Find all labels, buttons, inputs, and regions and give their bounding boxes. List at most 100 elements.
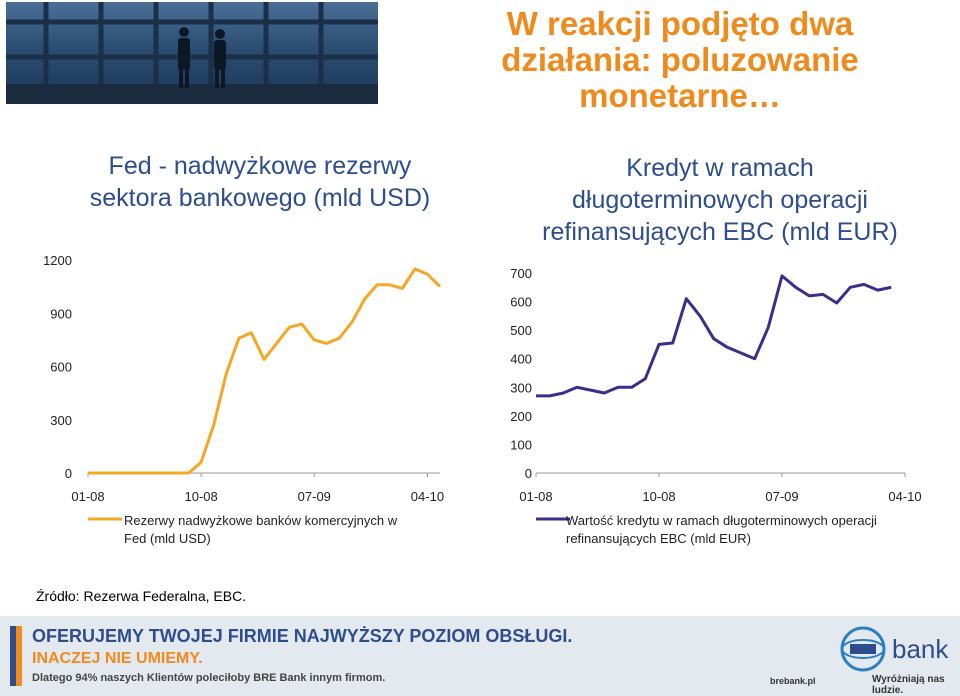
data-point	[87, 472, 90, 475]
x-tick-label: 07-09	[298, 489, 331, 504]
chart-title-line: Kredyt w ramach	[626, 154, 814, 182]
data-point	[338, 337, 341, 340]
data-point	[767, 326, 770, 329]
banner-headline: OFERUJEMY TWOJEJ FIRMIE NAJWYŻSZY POZIOM…	[32, 626, 573, 646]
data-point	[112, 472, 115, 475]
y-tick-label: 500	[510, 323, 532, 338]
data-point	[300, 322, 303, 325]
data-point	[376, 283, 379, 286]
legend-label: refinansujących EBC (mld EUR)	[566, 531, 751, 546]
data-point	[808, 294, 811, 297]
legend-label: Fed (mld USD)	[124, 531, 211, 546]
data-point	[876, 289, 879, 292]
series-line	[536, 274, 892, 398]
data-point	[275, 342, 278, 345]
data-point	[835, 302, 838, 305]
data-point	[890, 286, 893, 289]
data-point	[863, 283, 866, 286]
data-point	[351, 321, 354, 324]
data-point	[413, 267, 416, 270]
data-point	[187, 472, 190, 475]
chart-title-fed: Fed - nadwyżkowe rezerwy sektora bankowe…	[40, 150, 480, 214]
chart-title-line: sektora bankowego (mld USD)	[89, 184, 431, 212]
y-tick-label: 700	[510, 266, 532, 281]
data-point	[562, 392, 565, 395]
chart-title-line: refinansujących EBC (mld EUR)	[542, 218, 898, 246]
y-tick-label: 900	[50, 306, 72, 321]
data-point	[288, 326, 291, 329]
y-tick-label: 600	[510, 295, 532, 310]
slide-title-line: monetarne…	[579, 77, 781, 114]
y-tick-label: 200	[510, 409, 532, 424]
data-point	[548, 394, 551, 397]
header-photo	[6, 2, 378, 104]
data-point	[535, 394, 538, 397]
data-point	[589, 389, 592, 392]
ad-banner[interactable]: OFERUJEMY TWOJEJ FIRMIE NAJWYŻSZY POZIOM…	[0, 616, 960, 696]
x-tick-label: 01-08	[519, 489, 552, 504]
source-note: Źródło: Rezerwa Federalna, EBC.	[36, 588, 247, 604]
data-point	[99, 472, 102, 475]
ebc-ltro-chart: 0 100 200 300 400 500 600 700 01-08 10-08 07-09 04-…	[510, 266, 921, 546]
data-point	[849, 286, 852, 289]
data-point	[644, 377, 647, 380]
y-tick-label: 300	[510, 380, 532, 395]
banner-subheadline: INACZEJ NIE UMIEMY.	[32, 650, 203, 667]
x-tick-label: 07-09	[765, 489, 798, 504]
data-point	[263, 358, 266, 361]
data-point	[237, 337, 240, 340]
y-tick-label: 1200	[43, 253, 72, 268]
y-tick-label: 0	[65, 466, 72, 481]
series-line	[88, 267, 442, 475]
slide-title-line: działania: poluzowanie	[501, 41, 859, 78]
legend-label: Wartość kredytu w ramach długoterminowyc…	[566, 513, 877, 528]
data-point	[726, 346, 729, 349]
data-point	[794, 286, 797, 289]
y-tick-label: 300	[50, 413, 72, 428]
data-point	[426, 273, 429, 276]
banner-website: brebank.pl	[770, 676, 816, 686]
slide-title-line: W reakcji podjęto dwa	[506, 5, 854, 42]
x-tick-label: 10-08	[642, 489, 675, 504]
slide-title: W reakcji podjęto dwa działania: poluzow…	[440, 6, 920, 114]
chart-title-ebc: Kredyt w ramach długoterminowych operacj…	[490, 152, 950, 248]
data-point	[822, 293, 825, 296]
data-point	[401, 287, 404, 290]
data-point	[658, 343, 661, 346]
data-point	[671, 342, 674, 345]
x-tick-label: 04-10	[411, 489, 444, 504]
data-point	[617, 386, 620, 389]
y-tick-label: 400	[510, 352, 532, 367]
data-point	[439, 285, 442, 288]
data-point	[740, 352, 743, 355]
y-tick-label: 100	[510, 437, 532, 452]
data-point	[212, 424, 215, 427]
y-tick-label: 600	[50, 360, 72, 375]
x-tick-label: 04-10	[888, 489, 921, 504]
x-tick-label: 10-08	[185, 489, 218, 504]
flag-icon	[10, 626, 22, 686]
chart-title-line: Fed - nadwyżkowe rezerwy	[108, 152, 412, 180]
data-point	[124, 472, 127, 475]
data-point	[149, 472, 152, 475]
data-point	[325, 342, 328, 345]
chart-title-line: długoterminowych operacji	[572, 186, 868, 214]
legend-label: Rezerwy nadwyżkowe banków komercyjnych w	[124, 513, 398, 528]
data-point	[576, 386, 579, 389]
data-point	[363, 298, 366, 301]
data-point	[137, 472, 140, 475]
bank-logo-icon	[840, 626, 886, 672]
data-point	[712, 337, 715, 340]
data-point	[388, 283, 391, 286]
data-point	[781, 274, 784, 277]
data-point	[250, 331, 253, 334]
data-point	[225, 372, 228, 375]
data-point	[630, 386, 633, 389]
data-point	[685, 297, 688, 300]
data-point	[753, 357, 756, 360]
banner-claim: Dlatego 94% naszych Klientów poleciłoby …	[32, 672, 386, 684]
x-tick-label: 01-08	[71, 489, 104, 504]
banner-slogan: Wyróżniają nas ludzie.	[872, 674, 945, 696]
data-point	[313, 338, 316, 341]
fed-reserves-chart: 0 300 600 900 1200 01-08 10-08 07-09 04-10 Rezerw…	[43, 253, 444, 546]
